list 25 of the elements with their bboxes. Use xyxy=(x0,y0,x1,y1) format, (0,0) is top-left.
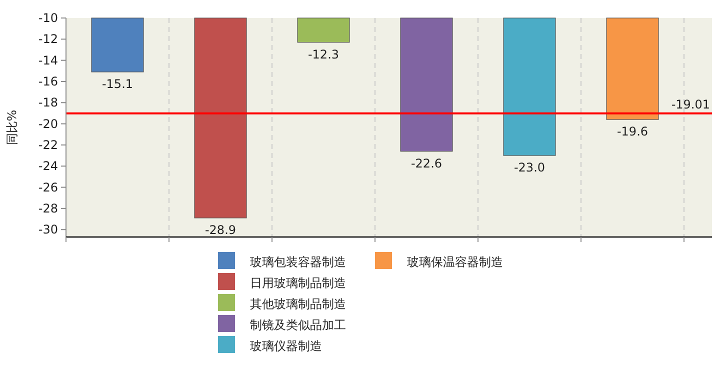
legend-label: 玻璃包装容器制造 xyxy=(250,255,346,269)
y-axis-title: 同比% xyxy=(5,110,19,146)
y-tick-label: -20 xyxy=(38,116,58,131)
legend-label: 玻璃仪器制造 xyxy=(250,339,322,353)
data-label: -22.6 xyxy=(410,156,442,170)
data-label: -23.0 xyxy=(514,160,546,175)
y-tick-label: -30 xyxy=(38,222,58,237)
ref-line-label: -19.01 xyxy=(671,97,710,112)
y-tick-label: -22 xyxy=(38,138,58,152)
data-label: -15.1 xyxy=(102,76,134,91)
legend-label: 其他玻璃制品制造 xyxy=(250,297,346,311)
legend-label: 玻璃保温容器制造 xyxy=(407,255,503,269)
data-label: -12.3 xyxy=(308,47,340,62)
legend-label: 日用玻璃制品制造 xyxy=(250,276,346,290)
y-tick-label: -18 xyxy=(38,96,58,110)
y-tick-label: -24 xyxy=(38,159,58,174)
data-label: -28.9 xyxy=(204,222,236,237)
y-tick-label: -26 xyxy=(38,180,58,194)
y-tick-label: -14 xyxy=(38,53,58,68)
data-label: -19.6 xyxy=(616,124,648,139)
y-tick-label: -16 xyxy=(38,74,58,88)
y-tick-label: -12 xyxy=(38,32,58,46)
legend-label: 制镜及类似品加工 xyxy=(250,318,346,332)
y-tick-label: -10 xyxy=(38,11,58,25)
y-tick-label: -28 xyxy=(38,201,58,216)
